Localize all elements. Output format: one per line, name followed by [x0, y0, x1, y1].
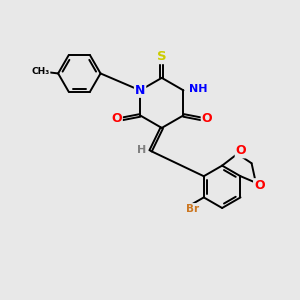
Text: S: S	[157, 50, 166, 63]
Text: NH: NH	[189, 84, 207, 94]
Text: H: H	[136, 145, 146, 155]
Text: Br: Br	[186, 204, 199, 214]
Text: CH₃: CH₃	[31, 68, 50, 76]
Text: O: O	[202, 112, 212, 125]
Text: O: O	[111, 112, 122, 125]
Text: O: O	[236, 144, 246, 158]
Text: N: N	[135, 84, 145, 97]
Text: O: O	[254, 179, 265, 192]
